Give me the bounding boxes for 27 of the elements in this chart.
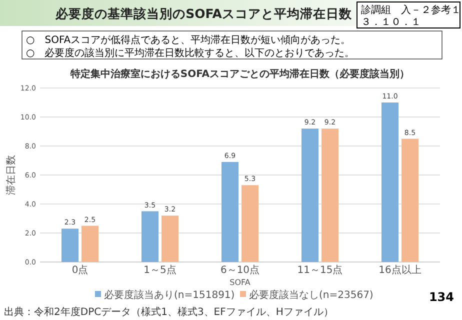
- bar: [162, 216, 178, 262]
- x-tick-label: 0点: [72, 264, 88, 276]
- bar: [62, 228, 78, 262]
- bar: [142, 211, 158, 262]
- legend-label: 必要度該当あり(n=151891): [104, 289, 235, 301]
- bar: [302, 128, 318, 262]
- bar: [242, 185, 258, 262]
- legend-label: 必要度該当なし(n=23567): [249, 289, 374, 301]
- text: ○ SOFAスコアが低得点であると、平均滞在日数が短い傾向があった。: [26, 34, 351, 46]
- bar: [322, 128, 338, 262]
- x-axis-title: SOFA: [230, 278, 251, 287]
- x-tick-label: 16点以上: [378, 264, 422, 276]
- bar: [222, 162, 238, 262]
- text: 診調組 入－２参考１: [361, 4, 461, 16]
- text: 134: [428, 290, 454, 304]
- bar: [82, 226, 98, 262]
- x-tick-label: 6～10点: [220, 264, 260, 276]
- x-tick-label: 11～15点: [297, 264, 343, 276]
- text: ３．１０．１: [361, 17, 421, 28]
- y-axis-title: 滞在日数: [5, 155, 17, 195]
- text: ○ 必要度の該当別に平均滞在日数比較すると、以下のとおりであった。: [26, 47, 355, 59]
- x-tick-label: 1～5点: [144, 264, 176, 276]
- source-note: 出典：令和2年度DPCデータ（様式1、様式3、EFファイル、Hファイル）: [4, 306, 334, 318]
- bar: [402, 138, 418, 262]
- bar: [382, 102, 398, 262]
- chart-title: 必要度の基準該当別のSOFAスコアと平均滞在日数: [54, 6, 353, 21]
- chart-subtitle: 特定集中治療室におけるSOFAスコアごとの平均滞在日数（必要度該当別）: [69, 68, 410, 80]
